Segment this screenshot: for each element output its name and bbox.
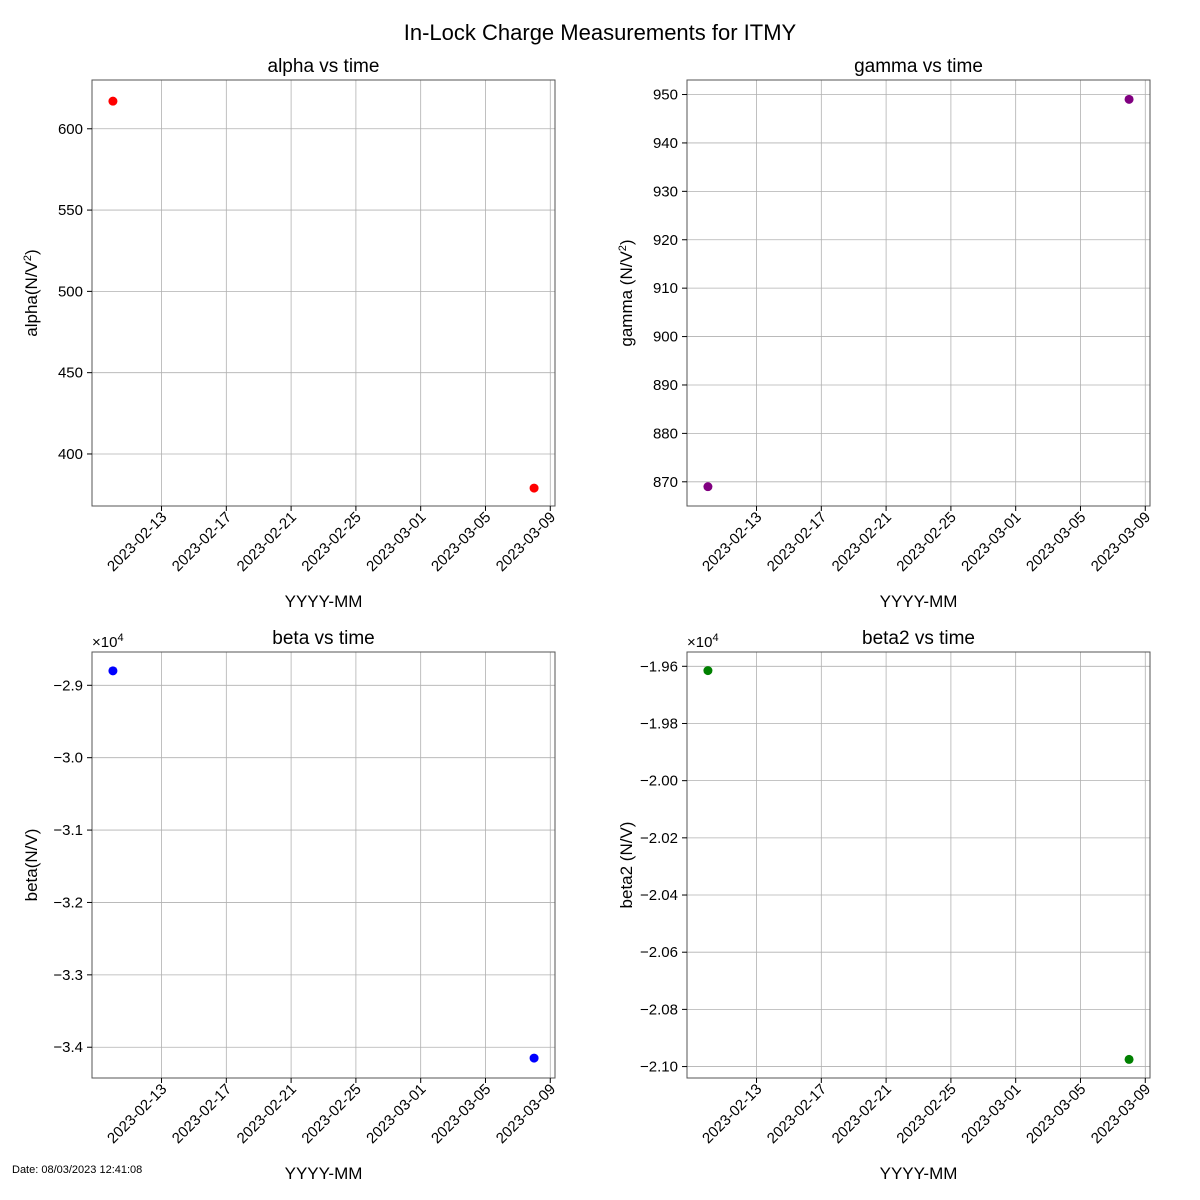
y-tick-label: 550 — [58, 202, 83, 219]
y-tick-label: −2.9 — [53, 677, 83, 694]
y-tick-label: −3.3 — [53, 967, 83, 984]
subplot-title: gamma vs time — [854, 56, 983, 77]
x-axis-label: YYYY-MM — [285, 592, 363, 611]
x-tick-label: 2023-02-21 — [234, 1081, 300, 1147]
y-tick-label: 890 — [653, 377, 678, 394]
data-point — [1124, 1054, 1134, 1064]
x-tick-label: 2023-02-21 — [829, 1081, 895, 1147]
subplot-title: alpha vs time — [268, 56, 380, 77]
y-tick-label: −2.06 — [640, 944, 678, 961]
x-tick-label: 2023-03-05 — [1023, 1081, 1089, 1147]
x-tick-label: 2023-02-25 — [893, 509, 959, 575]
data-point — [703, 482, 713, 492]
x-tick-label: 2023-03-05 — [428, 1081, 494, 1147]
x-tick-label: 2023-02-13 — [699, 1081, 765, 1147]
plot-frame — [91, 651, 556, 1079]
y-tick-label: 950 — [653, 87, 678, 104]
y-tick-label: 900 — [653, 329, 678, 346]
y-tick-label: −1.98 — [640, 715, 678, 732]
y-offset-text: ×104 — [92, 632, 124, 651]
y-tick-label: 400 — [58, 446, 83, 463]
data-point — [703, 666, 713, 676]
data-point — [529, 483, 539, 493]
x-tick-label: 2023-03-01 — [363, 509, 429, 575]
x-axis-label: YYYY-MM — [285, 1164, 363, 1183]
y-tick-label: 910 — [653, 280, 678, 297]
y-axis-label: beta(N/V) — [22, 829, 41, 902]
plot-frame — [91, 79, 556, 507]
y-tick-label: −2.00 — [640, 773, 678, 790]
y-tick-label: 870 — [653, 474, 678, 491]
x-tick-label: 2023-02-21 — [829, 509, 895, 575]
figure-title: In-Lock Charge Measurements for ITMY — [404, 20, 797, 45]
x-tick-label: 2023-02-17 — [169, 509, 235, 575]
y-tick-label: 920 — [653, 232, 678, 249]
x-tick-label: 2023-03-09 — [1088, 509, 1154, 575]
y-tick-label: −2.04 — [640, 887, 678, 904]
x-tick-label: 2023-03-05 — [428, 509, 494, 575]
y-tick-label: −3.4 — [53, 1039, 83, 1056]
x-axis-label: YYYY-MM — [880, 592, 958, 611]
x-tick-label: 2023-02-17 — [169, 1081, 235, 1147]
subplot-title: beta2 vs time — [862, 628, 975, 649]
data-point — [529, 1053, 539, 1063]
x-tick-label: 2023-03-01 — [958, 1081, 1024, 1147]
y-offset-text: ×104 — [687, 632, 719, 651]
x-tick-label: 2023-03-01 — [363, 1081, 429, 1147]
x-tick-label: 2023-02-25 — [298, 509, 364, 575]
x-tick-label: 2023-02-25 — [893, 1081, 959, 1147]
subplot-2: 2023-02-132023-02-172023-02-212023-02-25… — [617, 56, 1154, 611]
y-tick-label: −3.1 — [53, 822, 83, 839]
y-tick-label: −3.0 — [53, 750, 83, 767]
x-tick-label: 2023-02-13 — [104, 509, 170, 575]
y-axis-label: beta2 (N/V) — [617, 822, 636, 909]
plot-frame — [686, 79, 1151, 507]
y-tick-label: 880 — [653, 425, 678, 442]
plot-frame — [686, 651, 1151, 1079]
x-tick-label: 2023-02-25 — [298, 1081, 364, 1147]
x-tick-label: 2023-03-09 — [493, 1081, 559, 1147]
y-axis-label: gamma (N/V2) — [617, 239, 636, 346]
x-axis-label: YYYY-MM — [880, 1164, 958, 1183]
y-tick-label: −1.96 — [640, 658, 678, 675]
subplot-4: 2023-02-132023-02-172023-02-212023-02-25… — [617, 628, 1154, 1183]
y-tick-label: −2.08 — [640, 1001, 678, 1018]
x-tick-label: 2023-03-05 — [1023, 509, 1089, 575]
x-tick-label: 2023-03-01 — [958, 509, 1024, 575]
y-tick-label: 500 — [58, 283, 83, 300]
x-tick-label: 2023-03-09 — [493, 509, 559, 575]
y-tick-label: 930 — [653, 183, 678, 200]
y-axis-label: alpha(N/V2) — [22, 249, 41, 336]
x-tick-label: 2023-02-13 — [104, 1081, 170, 1147]
y-tick-label: 940 — [653, 135, 678, 152]
subplot-1: 2023-02-132023-02-172023-02-212023-02-25… — [22, 56, 559, 611]
x-tick-label: 2023-03-09 — [1088, 1081, 1154, 1147]
x-tick-label: 2023-02-17 — [764, 1081, 830, 1147]
subplot-3: 2023-02-132023-02-172023-02-212023-02-25… — [22, 628, 559, 1183]
data-point — [108, 96, 118, 106]
data-point — [1124, 94, 1134, 104]
x-tick-label: 2023-02-17 — [764, 509, 830, 575]
y-tick-label: −2.02 — [640, 830, 678, 847]
y-tick-label: 450 — [58, 365, 83, 382]
subplot-title: beta vs time — [272, 628, 374, 649]
y-tick-label: 600 — [58, 121, 83, 138]
x-tick-label: 2023-02-13 — [699, 509, 765, 575]
x-tick-label: 2023-02-21 — [234, 509, 300, 575]
data-point — [108, 666, 118, 676]
y-tick-label: −3.2 — [53, 894, 83, 911]
y-tick-label: −2.10 — [640, 1059, 678, 1076]
date-stamp: Date: 08/03/2023 12:41:08 — [12, 1164, 143, 1176]
